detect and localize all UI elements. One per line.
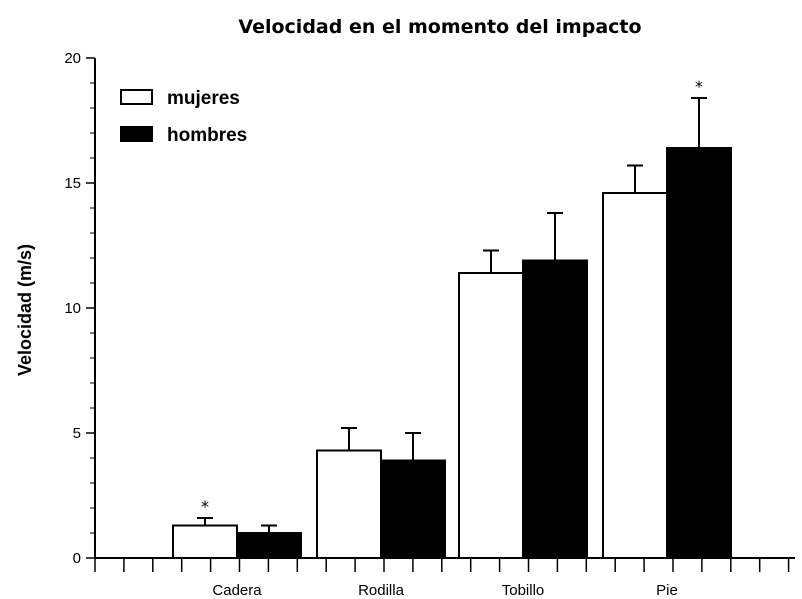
bars: ** [172,77,732,559]
bar-mujeres-cadera [172,524,238,559]
x-tick-label: Pie [656,582,678,599]
bar-mujeres-rodilla [316,449,382,559]
legend: mujeres hombres [120,88,247,146]
legend-swatch-hombres [120,126,153,142]
legend-swatch-mujeres [120,89,153,105]
y-tick-label: 0 [73,550,81,567]
significance-marker: * [695,77,703,96]
y-tick-label: 15 [64,175,81,192]
x-tick-label: Cadera [212,582,262,599]
bar-hombres-pie [666,147,732,559]
y-tick-label: 20 [64,50,81,67]
y-tick-label: 10 [64,300,81,317]
bar-hombres-tobillo [522,259,588,559]
bar-hombres-rodilla [380,459,446,559]
significance-marker: * [201,497,209,516]
chart-title: Velocidad en el momento del impacto [238,16,641,38]
y-axis-label: Velocidad (m/s) [15,244,35,376]
bar-mujeres-tobillo [458,272,524,559]
x-tick-label: Rodilla [358,582,405,599]
legend-label-mujeres: mujeres [167,88,240,109]
y-tick-label: 5 [73,425,81,442]
legend-label-hombres: hombres [167,125,247,146]
x-tick-label: Tobillo [502,582,545,599]
bar-hombres-cadera [236,532,302,559]
bar-mujeres-pie [602,192,668,559]
